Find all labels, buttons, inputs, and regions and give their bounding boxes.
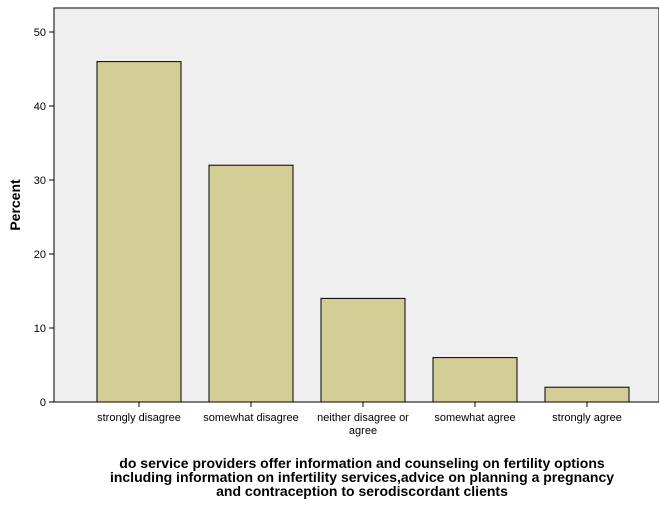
bar <box>432 357 518 403</box>
bar <box>320 297 406 403</box>
x-axis-title-line: and contraception to serodiscordant clie… <box>216 483 508 499</box>
x-tick-label: strongly disagree <box>97 412 181 424</box>
y-axis: 0 10 20 30 40 50 <box>34 27 54 409</box>
bar <box>208 164 294 403</box>
y-axis-label: Percent <box>7 179 23 231</box>
x-axis-title: do service providers offer information a… <box>110 455 614 499</box>
y-tick-label: 0 <box>40 397 46 409</box>
bar <box>544 386 630 403</box>
x-tick-label: strongly agree <box>552 412 622 424</box>
y-tick-label: 20 <box>34 249 46 261</box>
bar <box>96 61 182 403</box>
y-tick-label: 50 <box>34 27 46 39</box>
x-tick-label: somewhat agree <box>434 412 515 424</box>
x-tick-label: agree <box>349 425 377 437</box>
y-tick-label: 40 <box>34 101 46 113</box>
x-axis-title-line: do service providers offer information a… <box>119 455 605 471</box>
x-axis-title-line: including information on infertility ser… <box>110 469 614 485</box>
y-tick-label: 10 <box>34 323 46 335</box>
x-axis: strongly disagree somewhat disagree neithe… <box>97 402 622 437</box>
x-tick-label: neither disagree or <box>317 412 409 424</box>
x-tick-label: somewhat disagree <box>203 412 298 424</box>
y-tick-label: 30 <box>34 175 46 187</box>
